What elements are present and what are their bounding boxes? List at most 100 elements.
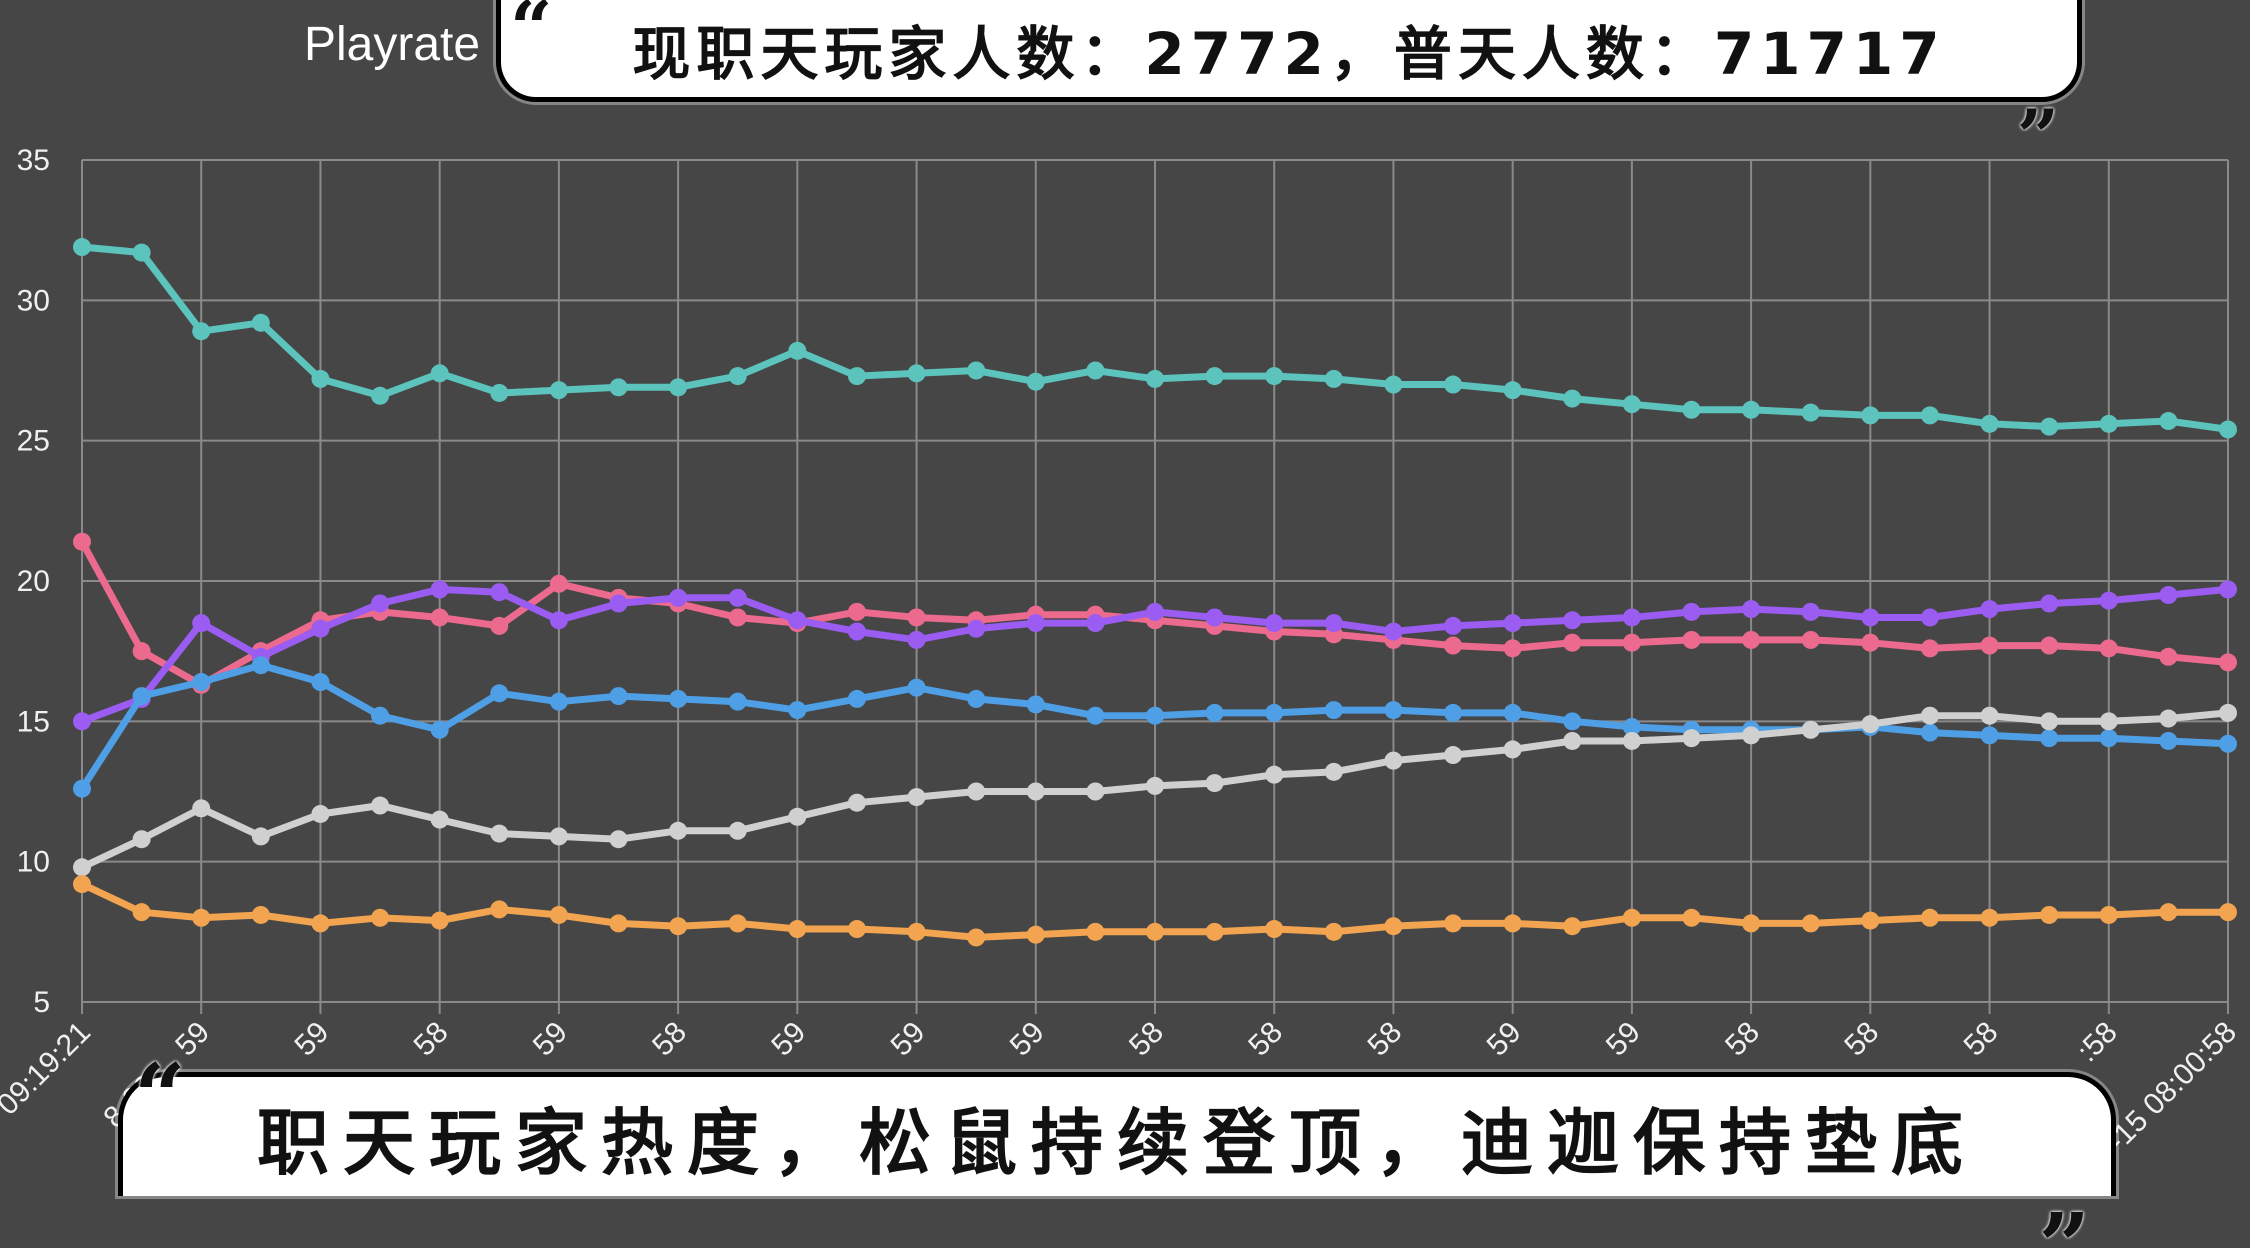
data-point: [1920, 908, 1939, 927]
y-tick-label: 20: [17, 565, 50, 598]
data-point: [2219, 734, 2237, 753]
data-point: [430, 810, 449, 829]
data-point: [2099, 414, 2118, 433]
data-point: [1563, 633, 1582, 652]
data-point: [1026, 372, 1045, 391]
data-point: [1622, 731, 1641, 750]
data-point: [251, 313, 270, 332]
data-point: [1384, 701, 1403, 720]
data-point: [1920, 608, 1939, 627]
data-point: [2219, 703, 2237, 722]
data-point: [430, 911, 449, 930]
data-point: [1384, 917, 1403, 936]
data-point: [1026, 925, 1045, 944]
data-point: [1563, 712, 1582, 731]
data-point: [73, 532, 91, 551]
series-1: [73, 238, 2237, 439]
y-tick-label: 10: [17, 846, 50, 879]
data-point: [728, 588, 747, 607]
data-point: [1205, 703, 1224, 722]
data-point: [788, 920, 807, 939]
data-point: [2159, 903, 2178, 922]
data-point: [1861, 608, 1880, 627]
data-point: [2040, 417, 2059, 436]
data-point: [788, 701, 807, 720]
data-point: [192, 908, 211, 927]
data-point: [728, 821, 747, 840]
series-5: [73, 703, 2237, 877]
data-point: [1861, 406, 1880, 425]
data-point: [1026, 695, 1045, 714]
data-point: [1861, 911, 1880, 930]
data-point: [1682, 630, 1701, 649]
data-point: [73, 779, 91, 798]
data-point: [1742, 914, 1761, 933]
data-point: [609, 687, 628, 706]
data-point: [430, 608, 449, 627]
data-point: [788, 807, 807, 826]
data-point: [1920, 639, 1939, 658]
data-point: [788, 341, 807, 360]
data-point: [549, 827, 568, 846]
data-point: [669, 821, 688, 840]
series-6: [73, 875, 2237, 947]
data-point: [2040, 712, 2059, 731]
data-point: [728, 367, 747, 386]
data-point: [1444, 703, 1463, 722]
data-point: [967, 619, 986, 638]
data-point: [1861, 715, 1880, 734]
data-point: [1503, 740, 1522, 759]
data-point: [2159, 586, 2178, 605]
data-point: [490, 383, 509, 402]
data-point: [371, 386, 390, 405]
data-point: [1503, 614, 1522, 633]
data-point: [251, 905, 270, 924]
data-point: [1026, 782, 1045, 801]
data-point: [1801, 630, 1820, 649]
data-point: [1980, 636, 1999, 655]
data-point: [1086, 361, 1105, 380]
data-point: [2219, 903, 2237, 922]
chart-title: Playrate: [304, 18, 480, 71]
data-point: [1622, 395, 1641, 414]
x-tick-label: 58: [408, 1016, 455, 1063]
data-point: [1324, 369, 1343, 388]
data-point: [1324, 762, 1343, 781]
data-point: [490, 824, 509, 843]
x-tick-label: 59: [288, 1016, 335, 1063]
data-point: [788, 611, 807, 630]
data-point: [311, 673, 330, 692]
data-point: [1146, 922, 1164, 941]
data-point: [2040, 905, 2059, 924]
y-tick-label: 25: [17, 425, 50, 458]
data-point: [1265, 920, 1284, 939]
bottom-caption-banner: 职天玩家热度，松鼠持续登顶，迪迦保持垫底: [118, 1072, 2116, 1196]
data-point: [132, 642, 151, 661]
data-point: [1563, 917, 1582, 936]
data-point: [1682, 908, 1701, 927]
data-point: [549, 905, 568, 924]
data-point: [1920, 723, 1939, 742]
data-point: [490, 616, 509, 635]
data-point: [2159, 709, 2178, 728]
data-point: [1205, 774, 1224, 793]
data-point: [1622, 633, 1641, 652]
x-tick-label: 58: [1719, 1016, 1766, 1063]
data-point: [847, 602, 866, 621]
data-point: [311, 804, 330, 823]
data-point: [609, 830, 628, 849]
top-close-quote-mark: „: [2018, 52, 2061, 138]
data-point: [1920, 706, 1939, 725]
data-point: [2159, 412, 2178, 431]
data-point: [311, 619, 330, 638]
x-tick-label: 58: [1838, 1016, 1885, 1063]
data-point: [2099, 591, 2118, 610]
data-point: [728, 692, 747, 711]
data-point: [1801, 602, 1820, 621]
data-point: [2219, 653, 2237, 672]
x-tick-label: 59: [1481, 1016, 1528, 1063]
data-point: [1861, 633, 1880, 652]
data-point: [1146, 706, 1164, 725]
data-point: [549, 692, 568, 711]
